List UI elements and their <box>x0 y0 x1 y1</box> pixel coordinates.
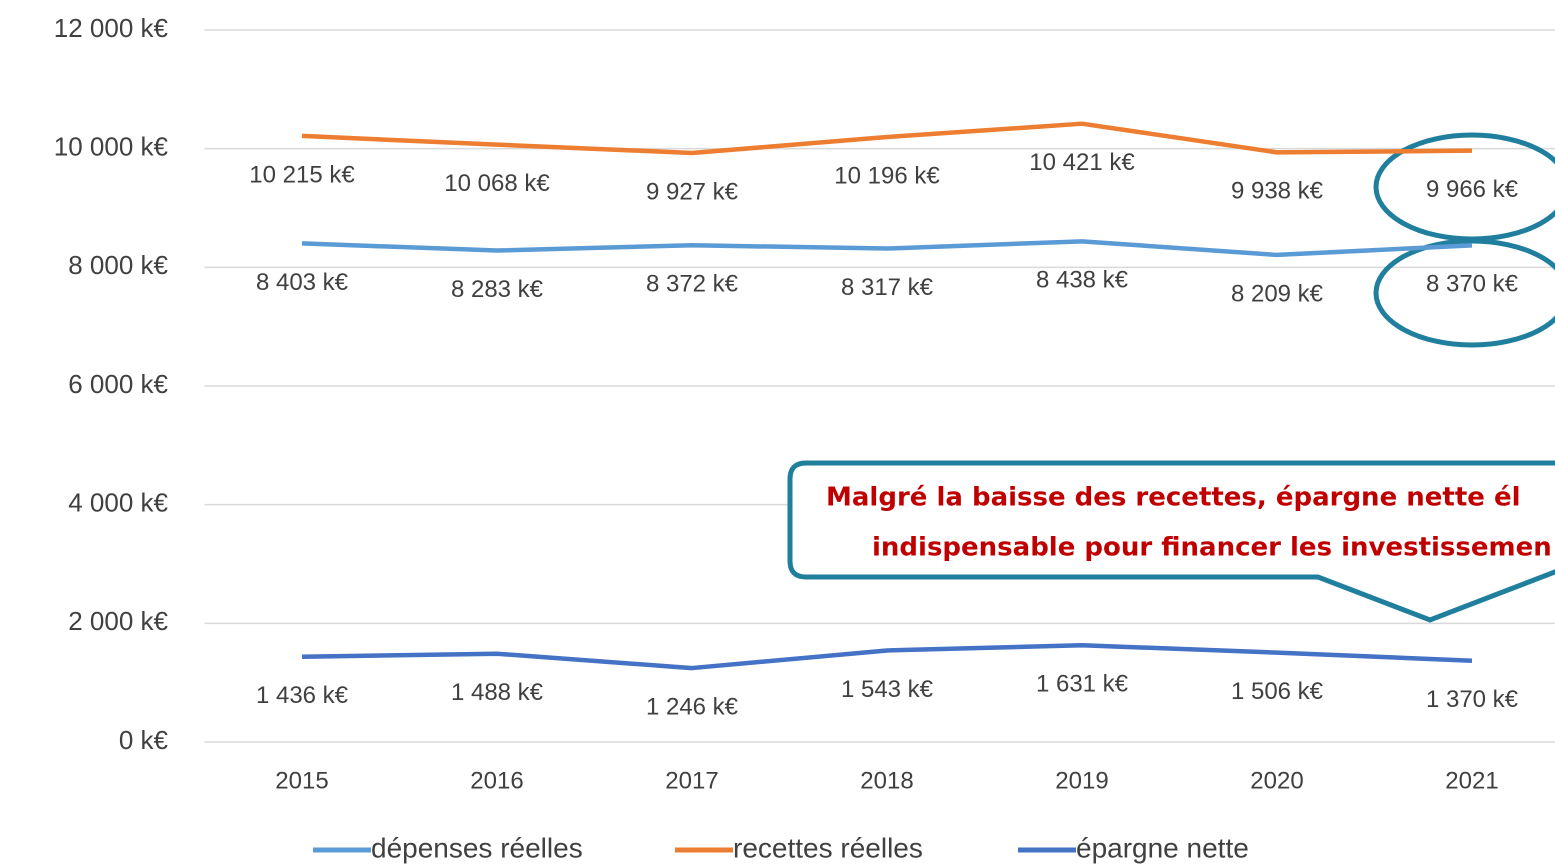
data-label: 9 927 k€ <box>646 178 739 205</box>
series-line <box>301 642 1473 671</box>
annotation: indispensable pour financer les investis… <box>872 533 1552 563</box>
data-label: 8 372 k€ <box>646 271 739 298</box>
data-label: 1 436 k€ <box>256 682 349 709</box>
y-tick-label: 10 000 k€ <box>54 132 169 162</box>
data-label: 10 215 k€ <box>249 161 355 188</box>
data-label: 8 283 k€ <box>451 276 544 303</box>
y-tick-label: 6 000 k€ <box>68 369 168 399</box>
y-tick-label: 0 k€ <box>119 725 169 755</box>
x-tick-label: 2017 <box>665 767 718 794</box>
callout-box <box>787 460 1555 623</box>
data-label: 9 938 k€ <box>1231 178 1324 205</box>
y-tick-label: 2 000 k€ <box>68 606 168 636</box>
data-label: 1 631 k€ <box>1036 671 1129 698</box>
data-label: 10 421 k€ <box>1029 149 1135 176</box>
data-label: 8 370 k€ <box>1426 271 1519 298</box>
series-line <box>301 121 1473 156</box>
legend-label: dépenses réelles <box>371 832 583 863</box>
data-label: 8 317 k€ <box>841 274 934 301</box>
legend-label: recettes réelles <box>733 832 923 863</box>
x-tick-label: 2015 <box>275 767 328 794</box>
data-label: 9 966 k€ <box>1426 176 1519 203</box>
x-tick-label: 2020 <box>1250 767 1303 794</box>
data-label: 1 488 k€ <box>451 679 544 706</box>
y-tick-label: 12 000 k€ <box>54 13 169 43</box>
data-label: 1 506 k€ <box>1231 678 1324 705</box>
x-tick-label: 2019 <box>1055 767 1108 794</box>
x-tick-label: 2018 <box>860 767 913 794</box>
annotation: Malgré la baisse des recettes, épargne n… <box>826 483 1520 513</box>
data-label: 8 438 k€ <box>1036 267 1129 294</box>
y-tick-label: 8 000 k€ <box>68 250 168 280</box>
legend-label: épargne nette <box>1076 832 1249 863</box>
data-label: 8 403 k€ <box>256 269 349 296</box>
data-label: 1 543 k€ <box>841 676 934 703</box>
data-label: 10 068 k€ <box>444 170 550 197</box>
highlight-ellipse <box>1373 238 1555 348</box>
data-label: 1 370 k€ <box>1426 686 1519 713</box>
x-tick-label: 2021 <box>1445 767 1498 794</box>
x-tick-label: 2016 <box>470 767 523 794</box>
data-label: 8 209 k€ <box>1231 280 1324 307</box>
series-line <box>301 239 1473 258</box>
data-label: 1 246 k€ <box>646 693 739 720</box>
y-tick-label: 4 000 k€ <box>68 488 168 518</box>
data-label: 10 196 k€ <box>834 162 940 189</box>
